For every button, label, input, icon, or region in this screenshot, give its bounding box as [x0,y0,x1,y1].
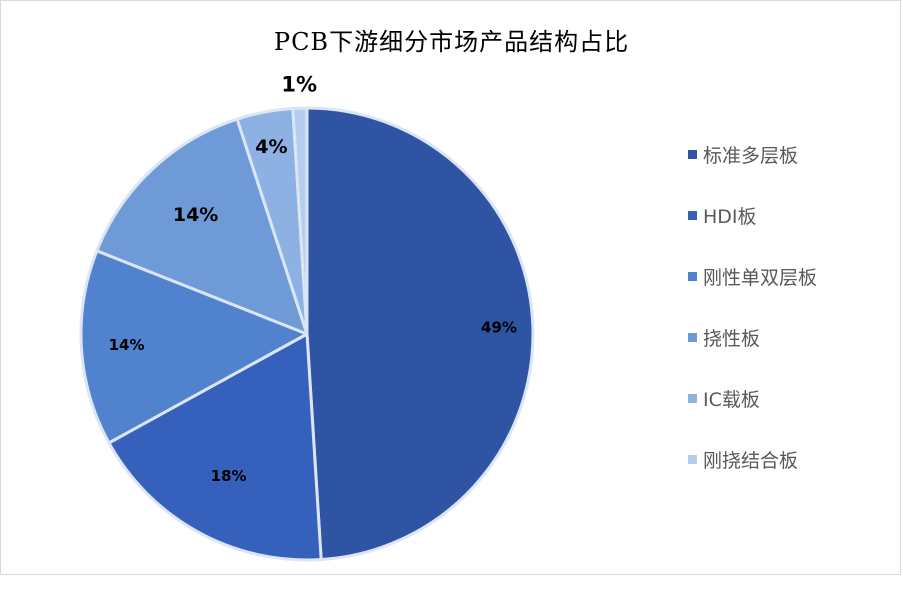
pie-slices [79,106,535,562]
legend-swatch [688,211,697,220]
legend-label: 标准多层板 [703,145,799,167]
legend-swatch [688,333,697,342]
legend-swatch [688,272,697,281]
data-label: 14% [173,204,218,226]
legend-item: 刚挠结合板 [688,429,817,490]
data-label: 18% [211,467,247,485]
pie-slice [305,106,535,562]
legend-item: HDI板 [688,185,817,246]
legend-label: 挠性板 [703,328,761,350]
legend-swatch [688,150,697,159]
legend-item: 标准多层板 [688,124,817,185]
legend-label: 刚挠结合板 [703,450,799,472]
legend-label: IC载板 [703,389,760,411]
data-label: 4% [255,136,287,158]
legend-label: HDI板 [703,206,757,228]
legend: 标准多层板 HDI板刚性单双层板 挠性板 IC载板刚挠结合板 [688,124,817,490]
legend-label: 刚性单双层板 [703,267,818,289]
legend-swatch [688,394,697,403]
data-label: 1% [281,73,317,97]
legend-item: IC载板 [688,368,817,429]
chart-title: PCB下游细分市场产品结构占比 [273,28,630,56]
legend-swatch [688,455,697,464]
data-label: 14% [109,336,145,354]
pie-slice [107,332,323,562]
data-label: 49% [481,318,517,336]
legend-item: 挠性板 [688,307,817,368]
pie-slice [79,249,309,445]
pie-labels: 49% 18% 14% 14% 4% 1% [109,73,517,486]
pie-slice [291,106,309,336]
legend-item: 刚性单双层板 [688,246,817,307]
